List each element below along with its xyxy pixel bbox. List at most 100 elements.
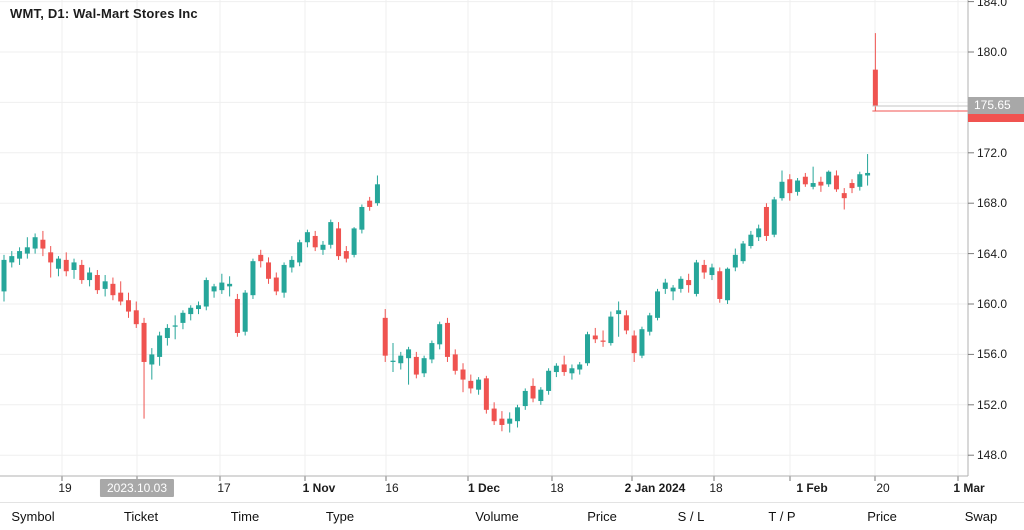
price-axis-label: 184.0 [977, 0, 1008, 9]
toolbox-panel: Symbol Ticket Time Type Volume Price S / L T / … [0, 502, 1024, 530]
candle [390, 343, 396, 373]
candle [491, 402, 497, 425]
column-header-ticket[interactable]: Ticket [123, 509, 159, 524]
candle [196, 301, 201, 315]
candle [48, 246, 54, 278]
price-axis-label: 160.0 [977, 297, 1008, 311]
candle [452, 349, 458, 375]
candle [592, 327, 598, 344]
time-axis-label: 1 Feb [796, 481, 828, 495]
candle [374, 175, 380, 206]
candle [149, 348, 155, 380]
candle [328, 219, 334, 249]
candle [304, 229, 310, 248]
candle [553, 363, 559, 378]
selected-date-badge: 2023.10.03 [99, 479, 175, 497]
column-header-price[interactable]: Price [587, 509, 617, 524]
chart-title: WMT, D1: Wal-Mart Stores Inc [10, 6, 198, 21]
candle [125, 292, 131, 318]
candle [351, 227, 357, 258]
candle [94, 269, 100, 294]
time-axis-label: 16 [385, 481, 399, 495]
current-price-badge: 175.65 [968, 97, 1024, 114]
column-header-price[interactable]: Price [867, 509, 897, 524]
price-axis-label: 172.0 [977, 145, 1008, 160]
candle [670, 285, 676, 301]
candle [585, 331, 590, 366]
column-header-symbol[interactable]: Symbol [11, 509, 55, 524]
candle [600, 330, 606, 347]
time-axis-label: 1 Mar [953, 481, 985, 495]
candle [725, 267, 731, 304]
candle [468, 374, 474, 394]
column-header-swap[interactable]: Swap [964, 509, 998, 524]
candle [320, 241, 326, 255]
candle [32, 233, 38, 254]
candle [266, 257, 272, 284]
candle [413, 351, 419, 379]
candle [476, 377, 482, 395]
column-header-s-l[interactable]: S / L [677, 509, 705, 524]
column-header-t-p[interactable]: T / P [768, 509, 796, 524]
candle [818, 176, 824, 192]
candle [872, 33, 878, 112]
candle [623, 310, 629, 335]
time-axis-label: 2 Jan 2024 [624, 481, 686, 495]
candle [102, 275, 108, 297]
candle [258, 249, 264, 268]
time-axis-label: 1 Dec [467, 481, 501, 495]
time-axis-label: 18 [709, 481, 723, 495]
candle [546, 368, 552, 395]
time-axis-label: 17 [217, 481, 231, 495]
candle [833, 170, 839, 192]
candle [336, 222, 342, 260]
candle [538, 387, 544, 405]
price-axis-label: 148.0 [977, 448, 1008, 463]
candle [709, 263, 715, 281]
candle [1, 254, 7, 302]
candle [312, 230, 318, 252]
column-header-volume[interactable]: Volume [475, 509, 519, 524]
candle [118, 281, 124, 306]
candle [211, 283, 217, 298]
candle [289, 256, 295, 273]
candle [281, 262, 287, 298]
candle [203, 277, 209, 311]
column-header-time[interactable]: Time [230, 509, 260, 524]
candle [841, 188, 847, 210]
candle [172, 315, 178, 340]
candle [802, 172, 808, 187]
candle [826, 170, 832, 187]
candle [771, 196, 777, 238]
candle [569, 364, 575, 380]
candle [740, 241, 746, 264]
candle [297, 239, 303, 267]
candle [180, 310, 186, 330]
candle [55, 256, 61, 277]
candle [655, 288, 661, 321]
candle [577, 361, 583, 375]
candle [406, 346, 412, 385]
candle [810, 166, 816, 190]
time-axis-label: 1 Nov [302, 481, 336, 495]
candle [701, 259, 707, 279]
bid-price-badge [968, 114, 1024, 122]
candle [164, 324, 170, 346]
candle [857, 171, 863, 191]
candle [188, 305, 194, 321]
candle [608, 311, 614, 346]
candle [63, 252, 69, 277]
current-price-value: 175.65 [974, 98, 1011, 112]
candle [219, 273, 225, 294]
candle [79, 259, 85, 284]
candle [795, 178, 801, 196]
column-header-type[interactable]: Type [325, 509, 355, 524]
candle [693, 259, 699, 297]
candle [514, 404, 520, 428]
price-axis-label: 180.0 [977, 45, 1008, 59]
candle [429, 340, 435, 364]
price-axis-label: 152.0 [977, 397, 1008, 412]
candle [444, 317, 450, 362]
